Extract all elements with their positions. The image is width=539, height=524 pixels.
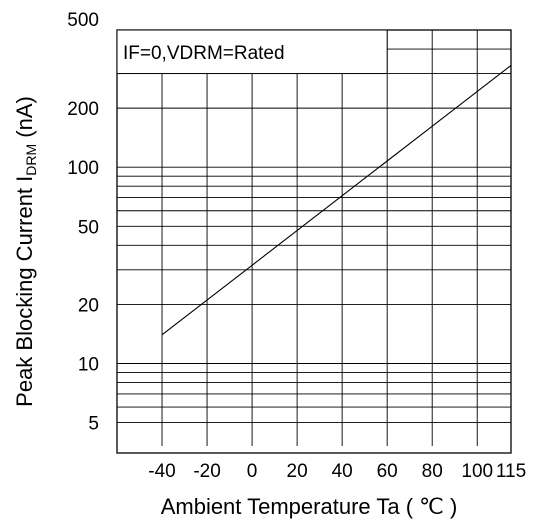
x-tick-label: -40 (148, 461, 175, 482)
x-tick-label: -20 (193, 461, 220, 482)
y-tick-label: 5 (88, 414, 99, 435)
x-axis-title: Ambient Temperature Ta ( ℃ ) (161, 494, 458, 519)
annotation-box (116, 29, 388, 75)
x-tick-label: 0 (247, 461, 258, 482)
y-axis-title-main: Peak Blocking Current I (12, 176, 37, 407)
y-tick-labels: 5 10 20 50 100 200 500 (67, 10, 99, 435)
y-tick-label: 100 (67, 158, 99, 179)
y-tick-label: 50 (78, 217, 99, 238)
y-tick-label: 10 (78, 355, 99, 376)
y-axis-title-subscript: DRM (23, 144, 39, 176)
y-axis-title-unit: (nA) (12, 96, 37, 144)
x-tick-label: 40 (332, 461, 353, 482)
y-axis-title: Peak Blocking Current IDRM (nA) (12, 96, 39, 407)
x-tick-label: 60 (377, 461, 398, 482)
plot-grid (117, 30, 511, 446)
plot-frame (116, 29, 512, 454)
series-group (161, 64, 512, 336)
y-tick-label: 500 (67, 10, 99, 31)
x-tick-labels: -40 -20 0 20 40 60 80 100 115 (148, 461, 526, 482)
x-tick-label: 20 (287, 461, 308, 482)
x-tick-label: 80 (422, 461, 443, 482)
x-tick-label: 115 (496, 461, 526, 482)
series-line (161, 64, 512, 336)
x-tick-label: 100 (461, 461, 493, 482)
y-tick-label: 200 (67, 99, 99, 120)
y-tick-label: 20 (78, 295, 99, 316)
annotation-text: IF=0,VDRM=Rated (123, 43, 285, 64)
